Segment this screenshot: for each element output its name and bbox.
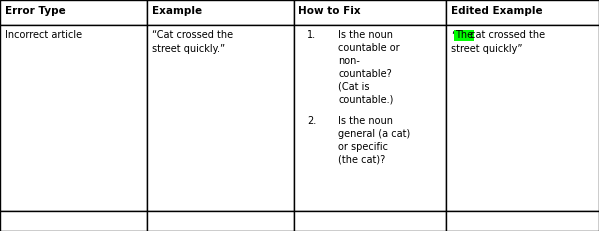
Bar [0, 0, 147, 25]
Bar [147, 211, 294, 231]
Bar [0, 211, 147, 231]
Text: Error Type: Error Type [5, 6, 65, 16]
Text: cat crossed the: cat crossed the [467, 30, 546, 40]
Bar [446, 211, 599, 231]
Text: Is the noun
general (a cat)
or specific
(the cat)?: Is the noun general (a cat) or specific … [338, 116, 411, 164]
Bar [446, 25, 599, 211]
Text: The: The [455, 30, 473, 40]
Text: Example: Example [152, 6, 202, 16]
Bar [446, 0, 599, 25]
Text: “: “ [451, 30, 456, 40]
Text: street quickly”: street quickly” [451, 44, 522, 54]
Bar [0, 25, 147, 211]
Text: 1.: 1. [307, 30, 316, 40]
Bar [147, 25, 294, 211]
Text: 2.: 2. [307, 116, 316, 126]
Text: How to Fix: How to Fix [298, 6, 361, 16]
Text: Is the noun
countable or
non-
countable?
(Cat is
countable.): Is the noun countable or non- countable?… [338, 30, 400, 104]
Text: Incorrect article: Incorrect article [5, 30, 82, 40]
Bar [294, 211, 446, 231]
Text: “Cat crossed the
street quickly.”: “Cat crossed the street quickly.” [152, 30, 232, 54]
Text: Edited Example: Edited Example [451, 6, 543, 16]
Bar [294, 25, 446, 211]
Bar [147, 0, 294, 25]
Bar [294, 0, 446, 25]
